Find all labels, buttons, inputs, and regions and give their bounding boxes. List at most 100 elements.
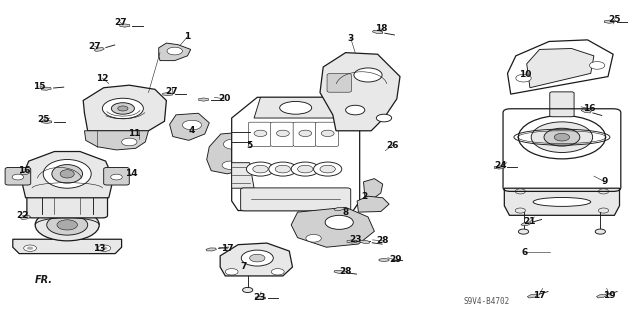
Text: 18: 18 [374, 24, 387, 33]
Polygon shape [254, 97, 337, 118]
Circle shape [346, 105, 365, 115]
Text: 24: 24 [494, 161, 507, 170]
Polygon shape [206, 248, 216, 251]
Circle shape [554, 133, 570, 141]
FancyBboxPatch shape [27, 194, 108, 218]
Circle shape [241, 250, 273, 266]
Text: 25: 25 [37, 115, 50, 124]
Polygon shape [504, 188, 620, 215]
Text: 8: 8 [342, 208, 349, 217]
Text: 4: 4 [189, 126, 195, 135]
Circle shape [354, 68, 382, 82]
Circle shape [544, 128, 580, 146]
Polygon shape [120, 24, 130, 27]
Circle shape [299, 130, 312, 137]
Circle shape [598, 208, 609, 213]
Polygon shape [364, 179, 383, 198]
Polygon shape [94, 48, 104, 51]
Circle shape [516, 74, 531, 82]
Circle shape [250, 254, 265, 262]
Text: 15: 15 [33, 82, 46, 91]
Polygon shape [220, 243, 292, 276]
Text: 23: 23 [253, 293, 266, 302]
Polygon shape [357, 196, 389, 212]
Polygon shape [42, 120, 52, 123]
Polygon shape [232, 163, 254, 188]
Circle shape [589, 62, 605, 69]
Polygon shape [379, 258, 389, 262]
Text: 13: 13 [93, 244, 106, 253]
Circle shape [598, 189, 609, 194]
Text: S9V4-B4702: S9V4-B4702 [464, 297, 510, 306]
Text: 21: 21 [524, 217, 536, 226]
Circle shape [306, 234, 321, 242]
Text: 16: 16 [18, 166, 31, 175]
Polygon shape [527, 294, 538, 298]
Polygon shape [159, 43, 191, 61]
FancyBboxPatch shape [5, 167, 31, 185]
FancyBboxPatch shape [293, 122, 316, 146]
Polygon shape [527, 48, 594, 88]
Polygon shape [83, 85, 166, 131]
Circle shape [298, 165, 313, 173]
Polygon shape [20, 171, 31, 175]
Text: 27: 27 [88, 42, 101, 51]
Circle shape [12, 174, 24, 180]
Text: 11: 11 [128, 130, 141, 138]
Ellipse shape [280, 101, 312, 114]
FancyBboxPatch shape [271, 122, 294, 146]
Polygon shape [20, 216, 31, 219]
Polygon shape [255, 296, 266, 300]
Circle shape [118, 106, 128, 111]
Circle shape [24, 245, 36, 251]
Polygon shape [13, 239, 122, 254]
Circle shape [320, 165, 335, 173]
Polygon shape [198, 98, 209, 101]
Polygon shape [207, 132, 258, 174]
Circle shape [57, 220, 77, 230]
Polygon shape [41, 87, 51, 90]
Polygon shape [604, 20, 614, 23]
Polygon shape [84, 131, 148, 150]
Circle shape [98, 245, 111, 251]
Text: 5: 5 [246, 141, 253, 150]
Polygon shape [360, 240, 370, 243]
Ellipse shape [60, 170, 74, 178]
Ellipse shape [44, 160, 92, 188]
Circle shape [325, 215, 353, 229]
Polygon shape [21, 152, 113, 198]
Polygon shape [334, 207, 344, 211]
Circle shape [253, 165, 268, 173]
Polygon shape [521, 222, 531, 226]
FancyBboxPatch shape [327, 74, 351, 92]
Ellipse shape [533, 197, 591, 206]
Text: 6: 6 [522, 248, 528, 256]
Circle shape [222, 161, 239, 169]
Ellipse shape [52, 165, 83, 183]
Polygon shape [170, 113, 209, 140]
Polygon shape [163, 93, 173, 96]
Circle shape [225, 269, 238, 275]
FancyBboxPatch shape [104, 167, 129, 185]
Polygon shape [320, 53, 400, 131]
Circle shape [27, 247, 33, 250]
Text: 7: 7 [240, 262, 246, 271]
Circle shape [595, 229, 605, 234]
Circle shape [515, 208, 525, 213]
Polygon shape [508, 40, 613, 94]
Polygon shape [372, 30, 383, 33]
Text: 23: 23 [349, 235, 362, 244]
Circle shape [518, 229, 529, 234]
Circle shape [276, 130, 289, 137]
Text: 27: 27 [165, 87, 178, 96]
Text: 3: 3 [348, 34, 354, 43]
Polygon shape [347, 240, 357, 243]
Text: 28: 28 [339, 267, 352, 276]
Text: 14: 14 [125, 169, 138, 178]
Circle shape [122, 138, 137, 146]
FancyBboxPatch shape [248, 122, 271, 146]
Circle shape [182, 120, 202, 130]
Circle shape [243, 287, 253, 293]
Circle shape [111, 174, 122, 180]
Text: 28: 28 [376, 236, 389, 245]
